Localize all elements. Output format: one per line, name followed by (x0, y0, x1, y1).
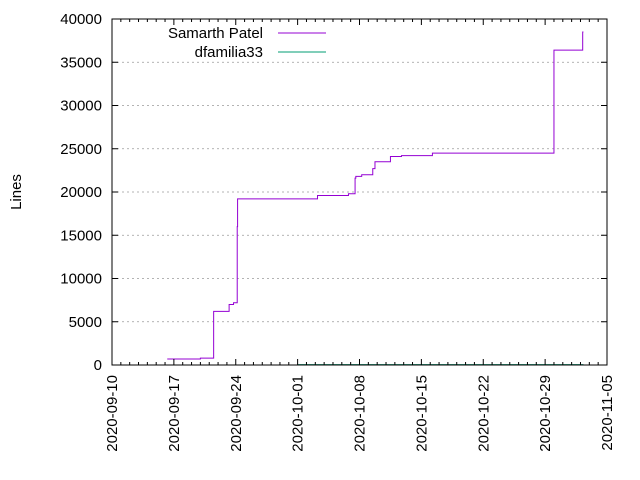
x-tick-label: 2020-10-15 (413, 375, 430, 452)
legend-label: dfamilia33 (195, 44, 263, 61)
y-tick-label: 40000 (60, 11, 102, 28)
x-tick-label: 2020-11-05 (599, 375, 616, 451)
x-tick-label: 2020-09-17 (166, 375, 183, 452)
legend: Samarth Patel dfamilia33 (168, 25, 326, 61)
y-tick-labels: 0 5000 10000 15000 20000 25000 30000 35000 40000 (60, 11, 102, 374)
y-tick-label: 10000 (60, 271, 102, 288)
y-tick-label: 25000 (60, 141, 102, 158)
x-tick-label: 2020-10-08 (352, 375, 369, 452)
x-tick-label: 2020-10-22 (475, 375, 492, 452)
y-tick-label: 0 (94, 357, 102, 374)
series-line (167, 31, 584, 360)
x-tick-label: 2020-09-10 (104, 375, 121, 452)
series-lines (167, 31, 584, 366)
grid (112, 61, 607, 323)
y-axis-label: Lines (8, 174, 25, 210)
x-tick-label: 2020-09-24 (228, 375, 245, 452)
x-tick-label: 2020-10-01 (290, 375, 307, 452)
axis-ticks (111, 18, 608, 366)
y-tick-label: 20000 (60, 184, 102, 201)
legend-label: Samarth Patel (168, 25, 263, 42)
x-tick-label: 2020-10-29 (537, 375, 554, 452)
y-tick-label: 15000 (60, 227, 102, 244)
x-tick-labels: 2020-09-10 2020-09-17 2020-09-24 2020-10-01… (104, 375, 616, 452)
y-tick-label: 35000 (60, 54, 102, 71)
y-tick-label: 5000 (69, 314, 102, 331)
y-tick-label: 30000 (60, 98, 102, 115)
